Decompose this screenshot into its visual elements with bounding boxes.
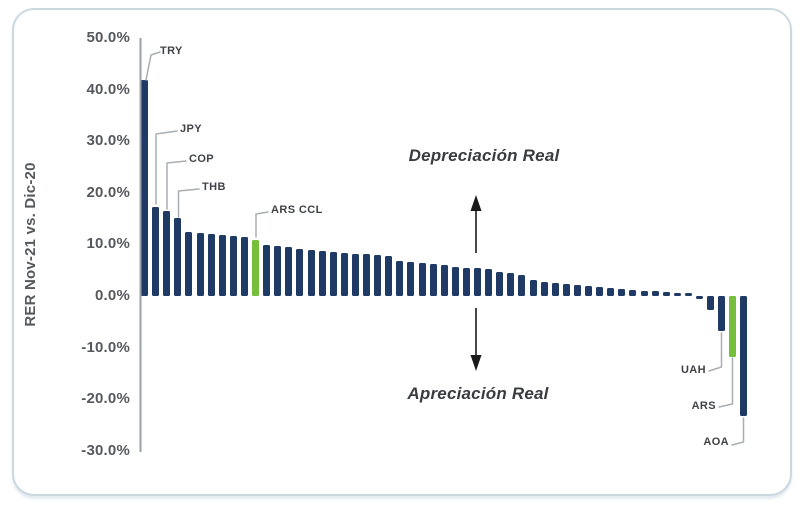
bar bbox=[374, 254, 382, 296]
y-tick-label: 30.0% bbox=[86, 132, 130, 150]
y-tick-label: 10.0% bbox=[86, 235, 130, 253]
bar bbox=[229, 236, 237, 296]
leader-line-try bbox=[145, 51, 161, 81]
up-arrow bbox=[470, 195, 482, 253]
bar bbox=[340, 253, 348, 296]
bar-label-uah: UAH bbox=[680, 364, 706, 376]
bar-label-ars-ccl: ARS CCL bbox=[271, 204, 323, 216]
bar-label-aoa: AOA bbox=[703, 436, 729, 448]
bar bbox=[240, 237, 248, 296]
bar bbox=[696, 296, 703, 300]
bar bbox=[218, 235, 226, 296]
bar bbox=[185, 231, 193, 296]
bar bbox=[540, 281, 548, 296]
bar bbox=[518, 274, 526, 296]
bar bbox=[152, 206, 160, 296]
bar bbox=[707, 296, 715, 310]
bar bbox=[396, 261, 404, 296]
bar bbox=[496, 271, 504, 296]
y-tick-label: 0.0% bbox=[95, 287, 130, 304]
bar bbox=[651, 291, 659, 296]
leader-line-cop bbox=[166, 160, 187, 210]
depreciation-annotation: Depreciación Real bbox=[408, 146, 560, 165]
appreciation-annotation: Apreciación Real bbox=[407, 384, 549, 403]
bar bbox=[296, 249, 304, 296]
bar bbox=[307, 250, 315, 296]
leader-line-aoa bbox=[731, 417, 745, 446]
bar-highlight bbox=[252, 239, 259, 296]
leader-line-thb bbox=[177, 188, 200, 218]
bar bbox=[640, 290, 648, 296]
bar bbox=[451, 266, 459, 296]
bar bbox=[274, 246, 282, 296]
bar bbox=[740, 296, 748, 417]
y-tick-label: 50.0% bbox=[86, 28, 130, 46]
bar bbox=[418, 262, 426, 296]
y-tick-label: -30.0% bbox=[81, 441, 130, 459]
bar bbox=[529, 279, 537, 296]
bar bbox=[596, 286, 604, 296]
bar bbox=[551, 283, 559, 296]
bar bbox=[562, 284, 570, 296]
leader-line-uah bbox=[708, 332, 723, 372]
y-tick-label: -20.0% bbox=[81, 390, 130, 408]
y-axis-title: RER Nov-21 vs. Dic-20 bbox=[22, 162, 39, 327]
bar bbox=[507, 273, 515, 296]
y-tick-label: -10.0% bbox=[81, 338, 130, 356]
bar bbox=[196, 233, 204, 296]
bar bbox=[174, 218, 182, 296]
bar bbox=[474, 268, 481, 296]
bar-label-cop: COP bbox=[189, 153, 215, 165]
bar bbox=[207, 234, 215, 296]
bar bbox=[585, 285, 592, 296]
y-tick-label: 40.0% bbox=[86, 80, 130, 98]
leader-line-arsccl bbox=[255, 211, 269, 238]
bar bbox=[429, 263, 437, 296]
bar-label-thb: THB bbox=[202, 181, 226, 193]
bar bbox=[351, 253, 359, 296]
bar bbox=[329, 252, 337, 296]
bar bbox=[573, 284, 581, 296]
bar bbox=[662, 291, 670, 296]
bar bbox=[673, 292, 681, 296]
bar bbox=[629, 289, 637, 296]
bar bbox=[318, 251, 326, 296]
bar-highlight bbox=[729, 296, 737, 357]
bar bbox=[485, 269, 493, 296]
bar bbox=[163, 211, 171, 296]
down-arrow bbox=[470, 308, 482, 371]
bar bbox=[718, 296, 726, 332]
bar bbox=[385, 255, 393, 296]
bar bbox=[618, 289, 626, 296]
bar bbox=[285, 247, 293, 296]
bar bbox=[263, 244, 271, 296]
bar bbox=[440, 265, 448, 296]
bar bbox=[407, 262, 415, 296]
bar bbox=[462, 267, 470, 296]
leader-line-ars bbox=[718, 357, 734, 408]
bar-label-ars: ARS bbox=[691, 400, 716, 412]
bar-label-jpy: JPY bbox=[180, 123, 202, 135]
bar bbox=[141, 79, 148, 296]
bar bbox=[684, 293, 692, 296]
y-tick-label: 20.0% bbox=[86, 183, 130, 201]
bar-label-try: TRY bbox=[160, 45, 183, 57]
bar bbox=[607, 288, 615, 296]
bar bbox=[363, 254, 370, 296]
leader-line-jpy bbox=[155, 130, 178, 205]
